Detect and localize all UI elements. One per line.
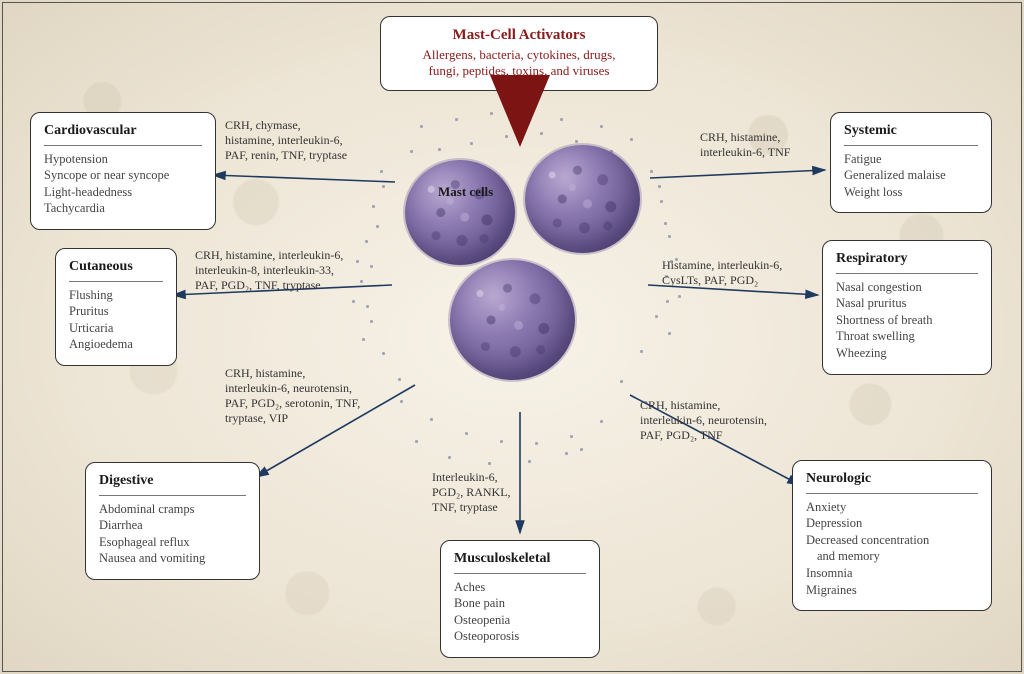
cutaneous-title: Cutaneous	[69, 258, 163, 276]
cardiovascular-items: Hypotension Syncope or near syncope Ligh…	[44, 152, 202, 218]
respiratory-box: Respiratory Nasal congestion Nasal pruri…	[822, 240, 992, 375]
cardiovascular-title: Cardiovascular	[44, 122, 202, 140]
musculoskeletal-title: Musculoskeletal	[454, 550, 586, 568]
mast-cells-label: Mast cells	[438, 184, 493, 200]
cardiovascular-mediators: CRH, chymase, histamine, interleukin-6, …	[225, 118, 347, 163]
cutaneous-box: Cutaneous Flushing Pruritus Urticaria An…	[55, 248, 177, 366]
systemic-mediators: CRH, histamine, interleukin-6, TNF	[700, 130, 790, 160]
neurologic-items: Anxiety Depression Decreased concentrati…	[806, 500, 978, 599]
musculoskeletal-box: Musculoskeletal Aches Bone pain Osteopen…	[440, 540, 600, 658]
respiratory-items: Nasal congestion Nasal pruritus Shortnes…	[836, 280, 978, 362]
systemic-items: Fatigue Generalized malaise Weight loss	[844, 152, 978, 201]
cardiovascular-box: Cardiovascular Hypotension Syncope or ne…	[30, 112, 216, 230]
systemic-box: Systemic Fatigue Generalized malaise Wei…	[830, 112, 992, 213]
digestive-items: Abdominal cramps Diarrhea Esophageal ref…	[99, 502, 246, 568]
digestive-box: Digestive Abdominal cramps Diarrhea Esop…	[85, 462, 260, 580]
digestive-mediators: CRH, histamine, interleukin-6, neurotens…	[225, 366, 360, 426]
respiratory-mediators: Histamine, interleukin-6, CysLTs, PAF, P…	[662, 258, 782, 288]
activators-sub1: Allergens, bacteria, cytokines, drugs,	[394, 47, 644, 63]
musculoskeletal-mediators: Interleukin-6, PGD₂, RANKL, TNF, tryptas…	[432, 470, 511, 515]
cutaneous-mediators: CRH, histamine, interleukin-6, interleuk…	[195, 248, 343, 293]
activators-box: Mast-Cell Activators Allergens, bacteria…	[380, 16, 658, 91]
respiratory-title: Respiratory	[836, 250, 978, 268]
neurologic-mediators: CRH, histamine, interleukin-6, neurotens…	[640, 398, 767, 443]
musculoskeletal-items: Aches Bone pain Osteopenia Osteoporosis	[454, 580, 586, 646]
neurologic-box: Neurologic Anxiety Depression Decreased …	[792, 460, 992, 611]
cutaneous-items: Flushing Pruritus Urticaria Angioedema	[69, 288, 163, 354]
digestive-title: Digestive	[99, 472, 246, 490]
mast-cells-cluster	[395, 130, 645, 410]
systemic-title: Systemic	[844, 122, 978, 140]
activators-sub2: fungi, peptides, toxins, and viruses	[394, 63, 644, 79]
activators-title: Mast-Cell Activators	[394, 26, 644, 45]
neurologic-title: Neurologic	[806, 470, 978, 488]
